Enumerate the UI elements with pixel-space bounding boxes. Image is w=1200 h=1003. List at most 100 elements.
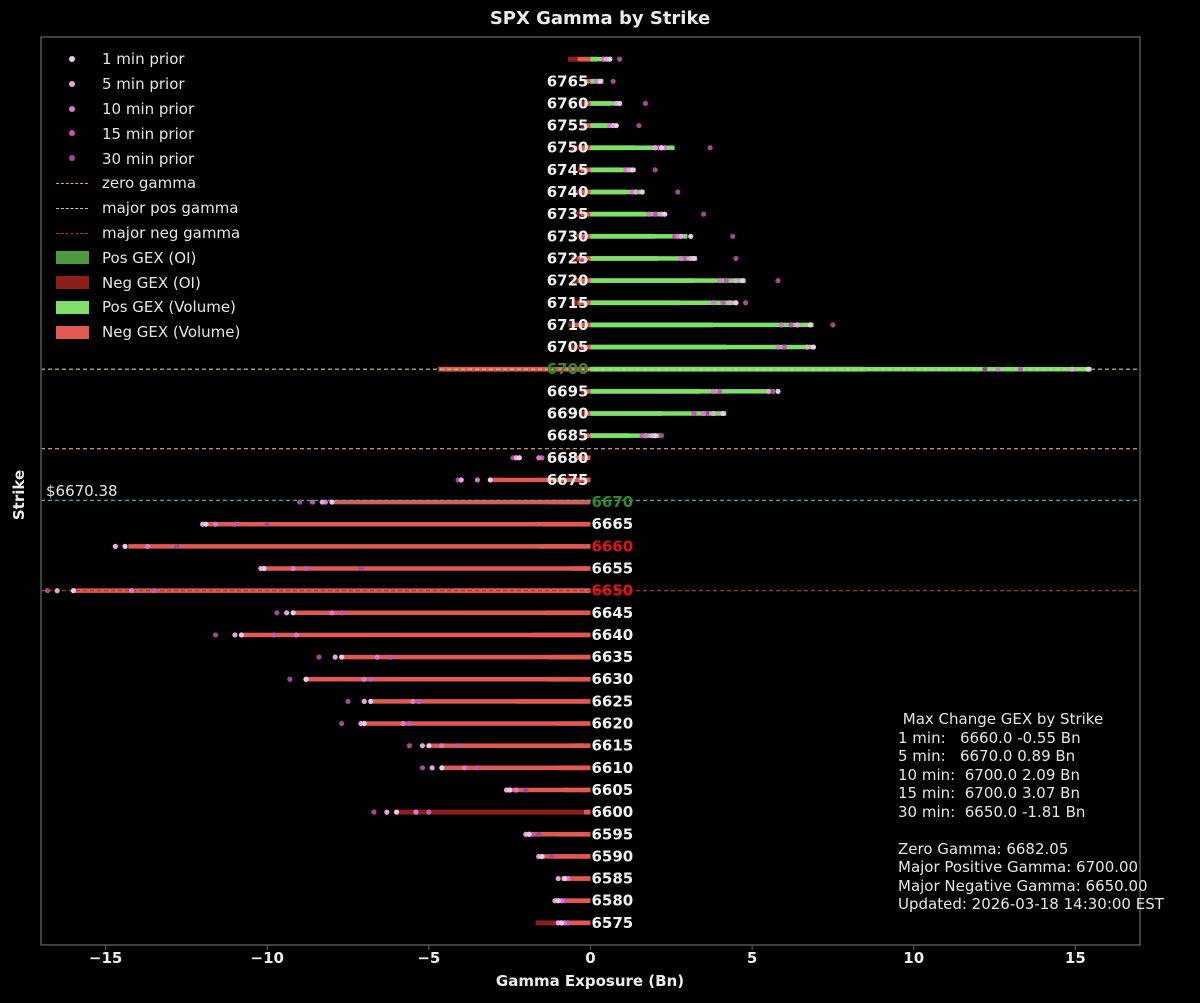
bar-pos-volume [590,145,675,150]
strike-label: 6595 [592,825,634,843]
prior-point-15min [271,632,277,638]
prior-point-1min [290,610,296,616]
prior-point-30min [616,56,623,62]
strike-label: 6645 [592,604,634,622]
legend-item: 1 min prior [52,47,240,72]
prior-point-1min [558,920,565,926]
x-tick-label: −10 [250,949,284,967]
prior-point-10min [710,300,716,306]
strike-label: 6585 [592,870,634,888]
info-line: 5 min: 6670.0 0.89 Bn [898,747,1076,765]
prior-point-10min [710,388,716,394]
strike-label: 6580 [592,892,634,910]
prior-point-15min [1017,366,1024,372]
prior-point-5min [319,499,325,505]
strike-label: 6700 [547,360,589,378]
prior-point-15min [691,410,697,417]
prior-point-1min [733,300,739,306]
legend-swatch [56,207,88,209]
prior-point-1min [507,787,513,793]
bar-pos-volume [590,322,814,328]
prior-point-10min [995,366,1001,372]
strike-label: 6690 [547,404,589,422]
prior-point-30min [212,632,219,638]
prior-point-1min [555,898,561,904]
prior-point-15min [416,698,422,704]
bar-neg-volume [580,145,591,150]
x-tick-label: 0 [585,949,596,967]
strike-label: 6710 [547,316,589,334]
bar-neg-volume [584,79,591,84]
legend-label: 30 min prior [102,149,195,168]
prior-point-1min [662,211,668,217]
prior-point-5min [54,588,60,594]
bar-neg-volume [529,832,591,837]
prior-point-1min [659,145,665,151]
bar-neg-volume [441,765,591,771]
prior-point-10min [361,676,367,682]
legend-label: Neg GEX (OI) [102,273,201,292]
prior-point-1min [426,743,432,749]
strike-label: 6685 [547,427,589,445]
legend-label: major pos gamma [102,199,239,218]
prior-point-10min [701,410,707,417]
bar-pos-volume [590,234,688,239]
bar-neg-volume [574,322,591,328]
prior-point-30min [264,521,270,527]
legend-swatch [69,105,75,112]
legend-swatch [69,130,75,137]
prior-point-30min [345,698,351,704]
bar-neg-volume [306,676,591,682]
prior-point-15min [474,765,480,771]
legend-item: 5 min prior [52,72,240,97]
prior-point-5min [384,809,390,815]
prior-point-1min [261,565,267,572]
legend-item: Pos GEX (OI) [52,245,240,270]
prior-point-30min [358,565,364,572]
info-updated: Updated: 2026-03-18 14:30:00 EST [898,895,1164,913]
bar-neg-volume [584,809,591,815]
strike-label: 6635 [592,648,634,666]
info-major-neg-gamma: Major Negative Gamma: 6650.00 [898,876,1148,895]
prior-point-30min [733,255,739,262]
bar-pos-volume [590,300,736,306]
strike-label: 6755 [547,117,589,135]
prior-point-30min [830,322,836,328]
strike-label: 6695 [547,382,589,400]
bar-neg-volume [205,521,591,527]
prior-point-30min [775,278,781,284]
prior-point-10min [128,588,135,594]
bar-neg-volume [128,544,591,549]
prior-point-15min [368,676,374,682]
prior-point-1min [439,765,445,771]
x-axis-label: Gamma Exposure (Bn) [495,972,685,990]
bar-pos-volume [590,411,727,416]
legend-label: Pos GEX (OI) [102,248,197,267]
prior-point-15min [426,809,432,815]
legend-item: zero gamma [52,171,240,196]
bar-neg-volume [293,610,591,616]
strike-label: 6655 [592,560,634,578]
legend-item: Neg GEX (OI) [52,270,240,295]
bar-neg-volume [370,699,591,704]
strike-label: 6680 [547,449,589,467]
strike-label: 6725 [547,249,589,267]
legend-label: major neg gamma [102,223,241,242]
prior-point-1min [562,875,568,882]
bar-pos-volume [590,101,620,106]
legend-marker [52,121,96,146]
strike-label: 6705 [547,338,589,356]
legend-swatch [69,155,75,162]
prior-point-10min [400,720,406,727]
prior-point-10min [374,654,380,660]
prior-point-30min [174,543,180,549]
x-tick-label: 15 [1064,949,1086,967]
strike-label: 6745 [547,161,589,179]
prior-point-10min [290,565,296,572]
prior-point-15min [720,300,726,306]
prior-point-1min [807,322,813,328]
prior-point-30min [296,499,303,505]
prior-point-1min [629,167,636,173]
prior-point-30min [371,809,377,815]
prior-point-5min [633,189,639,195]
